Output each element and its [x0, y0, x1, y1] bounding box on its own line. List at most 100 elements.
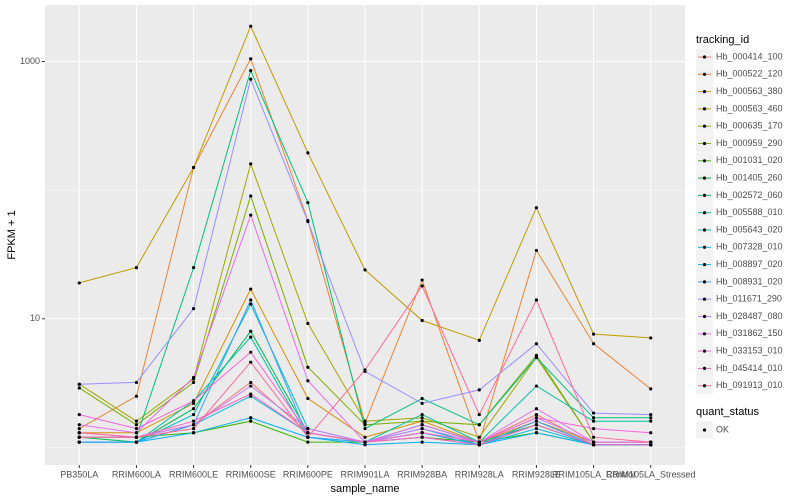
data-point [420, 423, 424, 427]
x-tick-label: RRIM928LA [455, 469, 504, 479]
data-point [649, 412, 653, 417]
data-point [534, 423, 539, 427]
data-point [306, 379, 310, 383]
data-point [249, 298, 253, 302]
data-point [306, 219, 310, 224]
data-point [534, 416, 539, 420]
data-point [77, 423, 81, 427]
data-point [649, 419, 653, 423]
x-tick-label: RRIM105LA_Control [552, 469, 635, 479]
data-point [363, 440, 367, 444]
data-point [306, 201, 310, 205]
data-point [249, 419, 253, 423]
x-tick-label: RRIM600LA [112, 469, 161, 479]
legend-point [702, 90, 707, 94]
data-point [649, 431, 653, 435]
legend-point [702, 107, 707, 111]
data-point [77, 281, 81, 285]
data-point [649, 416, 653, 420]
legend-point [702, 55, 707, 59]
data-point [534, 206, 539, 210]
data-point [134, 380, 139, 385]
legend-title: tracking_id [696, 34, 749, 46]
data-point [77, 440, 81, 444]
data-point [306, 440, 310, 444]
data-point [191, 306, 196, 311]
data-point [477, 423, 481, 427]
data-point [306, 396, 310, 401]
data-point [534, 298, 539, 302]
data-point [420, 440, 424, 444]
data-point [249, 68, 253, 73]
legend-point [702, 141, 707, 146]
legend-point [702, 314, 707, 319]
data-point [477, 435, 481, 439]
legend-label: Hb_011671_290 [716, 294, 782, 304]
legend-point [702, 263, 707, 267]
data-point [363, 443, 367, 447]
data-point [249, 380, 253, 385]
legend-label: Hb_005588_010 [716, 207, 783, 217]
data-point [420, 278, 424, 282]
data-point [363, 427, 367, 431]
data-point [134, 440, 139, 444]
data-point [77, 435, 81, 439]
data-point [191, 407, 196, 411]
data-point [249, 329, 253, 333]
data-point [591, 440, 596, 444]
data-point [591, 416, 596, 420]
data-point [477, 338, 481, 342]
data-point [134, 427, 139, 431]
data-point [134, 435, 139, 439]
data-point [249, 416, 253, 420]
legend-label: Hb_000414_100 [716, 51, 783, 61]
data-point [249, 24, 253, 28]
y-axis-label: FPKM + 1 [6, 210, 18, 259]
legend-label: Hb_008897_020 [716, 259, 783, 269]
data-point [591, 419, 596, 423]
data-point [77, 386, 81, 390]
data-point [591, 332, 596, 336]
legend-label: Hb_033153_010 [716, 345, 783, 355]
data-point [534, 384, 539, 388]
data-point [363, 435, 367, 439]
y-tick-label: 10 [30, 313, 40, 323]
data-point [249, 57, 253, 61]
legend-point [702, 228, 707, 232]
legend-point [702, 72, 707, 76]
data-point [249, 194, 253, 198]
x-tick-label: RRIM928BA [397, 469, 447, 479]
data-point [649, 336, 653, 340]
data-point [134, 431, 139, 435]
data-point [363, 368, 367, 372]
data-point [591, 411, 596, 415]
legend-label: OK [716, 424, 729, 434]
data-point [77, 427, 81, 431]
x-tick-label: PB350LA [60, 469, 98, 479]
legend-label: Hb_002572_060 [716, 190, 783, 200]
data-point [249, 350, 253, 354]
legend-label: Hb_007328_010 [716, 242, 783, 252]
data-point [191, 401, 196, 405]
data-point [191, 265, 196, 270]
data-point [534, 342, 539, 346]
data-point [249, 287, 253, 291]
legend-label: Hb_028487_080 [716, 311, 783, 321]
legend-point [702, 124, 707, 128]
data-point [363, 268, 367, 272]
data-point [420, 318, 424, 323]
data-point [134, 419, 139, 423]
x-tick-label: RRIM600PE [283, 469, 333, 479]
data-point [191, 165, 196, 170]
data-point [420, 431, 424, 435]
data-point [134, 423, 139, 427]
data-point [534, 248, 539, 253]
legend-label: Hb_000635_170 [716, 121, 783, 131]
data-point [649, 440, 653, 444]
data-point [534, 355, 539, 360]
legend-label: Hb_005643_020 [716, 224, 783, 234]
legend-label: Hb_000563_460 [716, 103, 783, 113]
data-point [77, 431, 81, 435]
x-tick-label: RRIM600LE [169, 469, 218, 479]
data-point [591, 427, 596, 431]
